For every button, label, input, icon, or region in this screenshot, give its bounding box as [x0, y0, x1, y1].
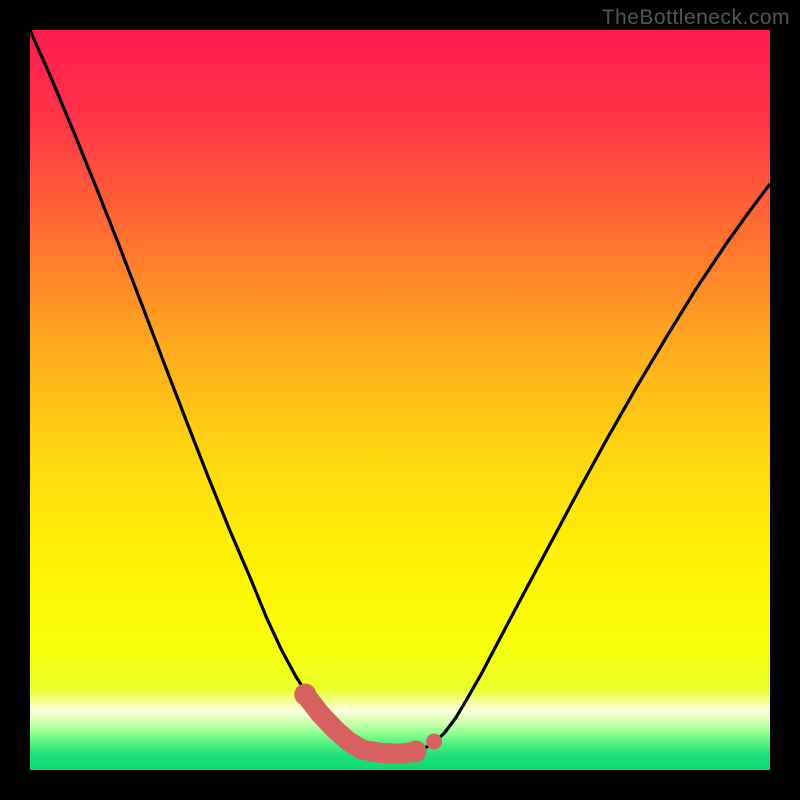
- chart-background: [30, 30, 770, 770]
- highlight-end-dot: [405, 741, 427, 763]
- highlight-lead-dot: [426, 734, 442, 750]
- bottleneck-chart: [0, 0, 800, 800]
- watermark-text: TheBottleneck.com: [602, 6, 790, 30]
- highlight-start-dot: [294, 684, 316, 706]
